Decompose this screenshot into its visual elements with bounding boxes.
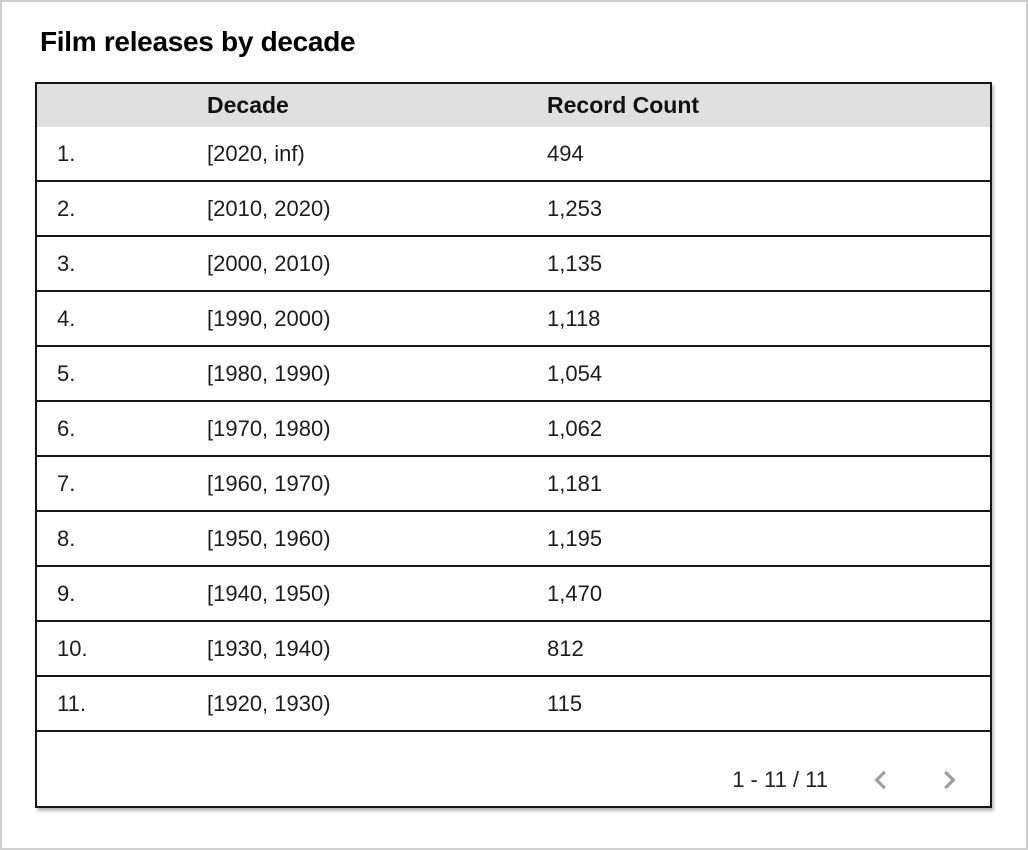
page-title: Film releases by decade [40, 26, 356, 57]
chevron-left-icon [866, 765, 896, 795]
decade-cell: [1920, 1930) [207, 690, 331, 716]
record-count-cell: 1,470 [547, 580, 603, 606]
decade-cell: [1970, 1980) [207, 415, 331, 441]
table-row: 10. [1930, 1940) 812 [37, 621, 990, 676]
column-header-record-count[interactable]: Record Count [547, 84, 990, 127]
table-row: 1. [2020, inf) 494 [37, 127, 990, 181]
column-header-decade[interactable]: Decade [207, 84, 547, 127]
decade-cell: [2010, 2020) [207, 195, 331, 221]
record-count-cell: 1,135 [547, 250, 603, 276]
row-index-cell: 4. [57, 305, 76, 331]
decade-cell: [2000, 2010) [207, 250, 331, 276]
data-table: Decade Record Count 1. [2020, inf) 494 2… [37, 84, 990, 732]
prev-page-button[interactable] [866, 765, 896, 795]
record-count-cell: 1,195 [547, 525, 603, 551]
decade-cell: [1980, 1990) [207, 360, 331, 386]
table-row: 6. [1970, 1980) 1,062 [37, 401, 990, 456]
table-row: 9. [1940, 1950) 1,470 [37, 566, 990, 621]
record-count-cell: 494 [547, 140, 584, 166]
pagination-bar: 1 - 11 / 11 [37, 732, 990, 806]
table-widget: Decade Record Count 1. [2020, inf) 494 2… [35, 82, 992, 808]
row-index-cell: 1. [57, 140, 76, 166]
record-count-cell: 1,054 [547, 360, 603, 386]
row-index-cell: 7. [57, 470, 76, 496]
row-index-cell: 5. [57, 360, 76, 386]
header-row: Decade Record Count [37, 84, 990, 127]
table-row: 8. [1950, 1960) 1,195 [37, 511, 990, 566]
table-row: 4. [1990, 2000) 1,118 [37, 291, 990, 346]
row-index-cell: 9. [57, 580, 76, 606]
row-index-cell: 3. [57, 250, 76, 276]
next-page-button[interactable] [934, 765, 964, 795]
record-count-cell: 1,181 [547, 470, 603, 496]
table-header: Decade Record Count [37, 84, 990, 127]
table-row: 3. [2000, 2010) 1,135 [37, 236, 990, 291]
column-header-index [37, 84, 207, 127]
row-index-cell: 2. [57, 195, 76, 221]
record-count-cell: 812 [547, 635, 584, 661]
decade-cell: [1990, 2000) [207, 305, 331, 331]
row-index-cell: 10. [57, 635, 88, 661]
table-row: 7. [1960, 1970) 1,181 [37, 456, 990, 511]
record-count-cell: 115 [547, 690, 583, 716]
record-count-cell: 1,118 [547, 305, 601, 331]
table-row: 5. [1980, 1990) 1,054 [37, 346, 990, 401]
pagination-range: 1 - 11 / 11 [732, 767, 828, 792]
decade-cell: [1960, 1970) [207, 470, 331, 496]
table-row: 2. [2010, 2020) 1,253 [37, 181, 990, 236]
row-index-cell: 8. [57, 525, 76, 551]
decade-cell: [2020, inf) [207, 140, 305, 166]
table-row: 11. [1920, 1930) 115 [37, 676, 990, 731]
decade-cell: [1930, 1940) [207, 635, 331, 661]
decade-cell: [1950, 1960) [207, 525, 331, 551]
chevron-right-icon [934, 765, 964, 795]
decade-cell: [1940, 1950) [207, 580, 331, 606]
record-count-cell: 1,253 [547, 195, 603, 221]
row-index-cell: 11. [57, 690, 86, 716]
record-count-cell: 1,062 [547, 415, 603, 441]
row-index-cell: 6. [57, 415, 76, 441]
